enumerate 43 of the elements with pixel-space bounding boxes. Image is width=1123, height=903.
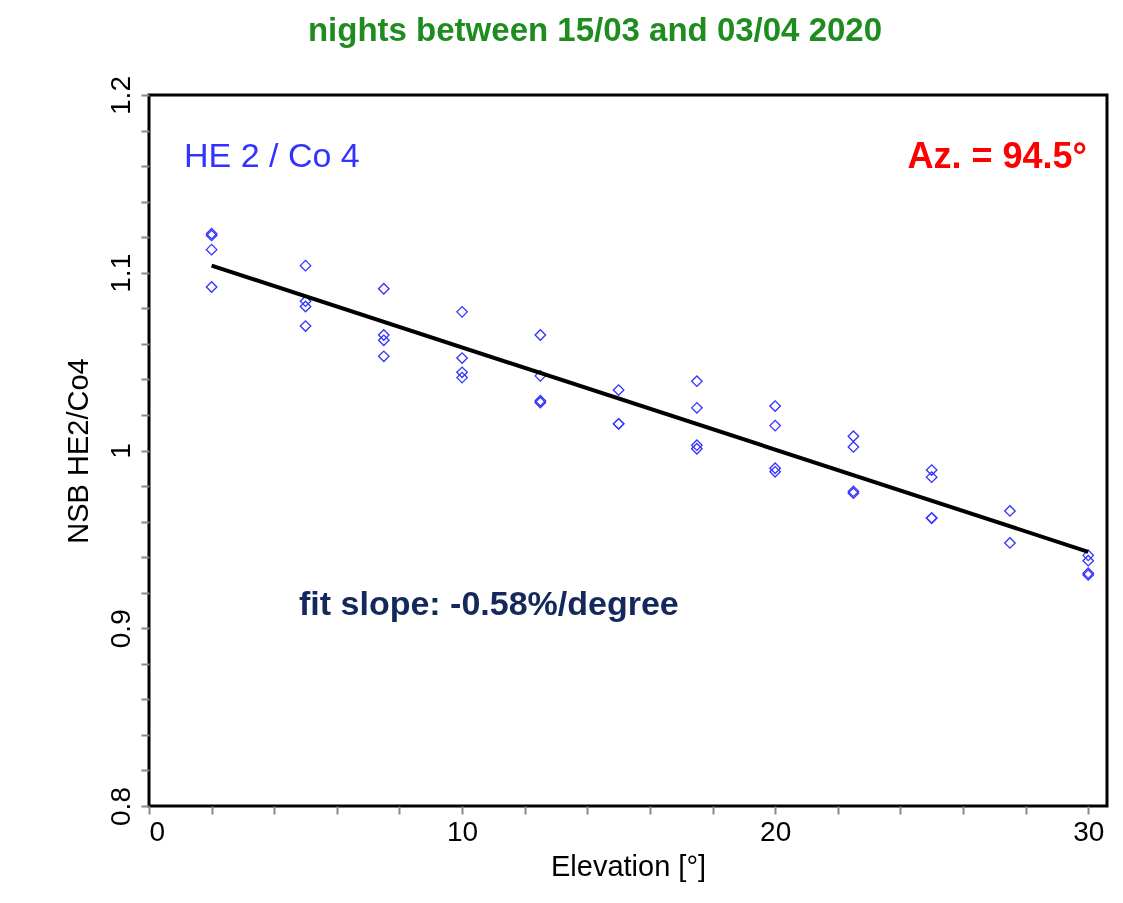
point xyxy=(377,350,390,363)
y-tick-label: 0.8 xyxy=(104,787,136,826)
point xyxy=(769,400,782,412)
point xyxy=(847,441,860,453)
y-tick-label: 1.1 xyxy=(104,253,136,293)
point xyxy=(1004,505,1016,517)
x-tick-label: 20 xyxy=(760,815,792,847)
point xyxy=(1082,554,1095,567)
point xyxy=(377,282,390,295)
point xyxy=(1082,549,1095,562)
point xyxy=(1004,537,1016,549)
point xyxy=(377,329,390,341)
point xyxy=(534,369,547,382)
point xyxy=(205,243,218,256)
point xyxy=(925,471,938,484)
point xyxy=(612,384,625,396)
point xyxy=(456,352,468,364)
point xyxy=(925,464,938,476)
point xyxy=(534,329,547,341)
annotation: Az. = 94.5° xyxy=(907,135,1087,176)
x-axis-title: Elevation [°] xyxy=(550,849,707,882)
point xyxy=(769,419,782,432)
y-tick-label: 1 xyxy=(104,443,136,459)
point xyxy=(456,366,468,379)
y-axis-title: NSB HE2/Co4 xyxy=(61,358,94,544)
point xyxy=(299,320,312,332)
series-label: HE 2 / Co 4 xyxy=(184,136,360,174)
x-tick-label: 0 xyxy=(149,815,166,847)
x-tick-label: 30 xyxy=(1073,815,1105,847)
point xyxy=(847,430,860,443)
annotation: fit slope: -0.58%/degree xyxy=(299,584,679,622)
point xyxy=(690,375,703,388)
chart-title: nights between 15/03 and 03/04 2020 xyxy=(307,10,883,48)
x-tick-label: 10 xyxy=(446,815,479,847)
point xyxy=(205,281,218,293)
point xyxy=(299,259,312,272)
y-tick-label: 1.2 xyxy=(104,76,136,115)
y-tick-label: 0.9 xyxy=(104,609,136,649)
point xyxy=(456,371,468,384)
point xyxy=(299,300,312,313)
point xyxy=(377,334,390,347)
point xyxy=(456,305,468,318)
point xyxy=(690,401,703,414)
